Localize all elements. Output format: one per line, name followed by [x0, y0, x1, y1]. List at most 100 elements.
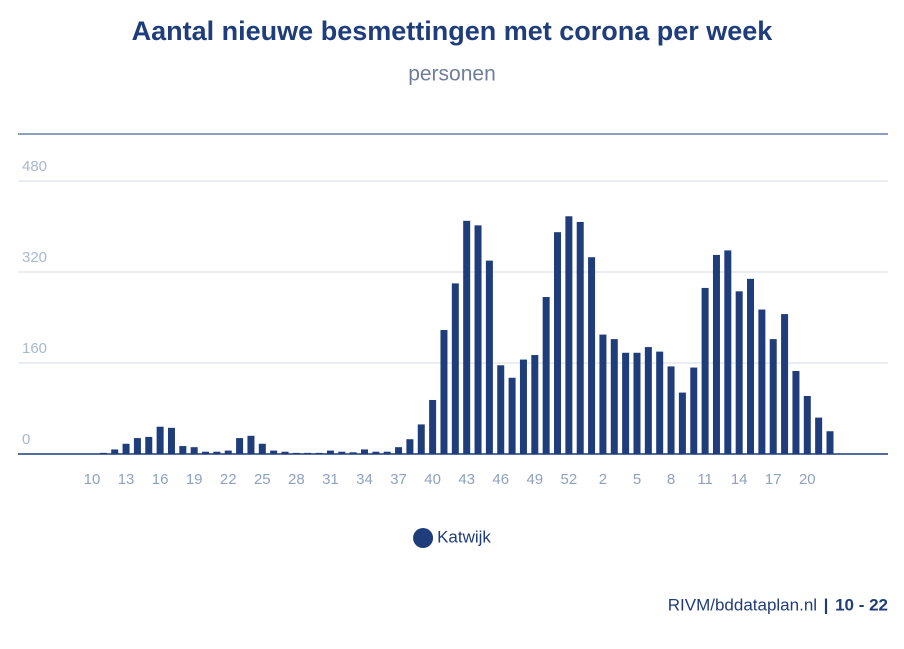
bar: [338, 451, 346, 454]
x-tick-label: 37: [390, 471, 407, 488]
y-tick-label: 0: [22, 431, 30, 448]
x-tick-label: 10: [84, 471, 101, 488]
bar: [644, 347, 652, 454]
bar: [224, 450, 232, 454]
legend-label: Katwijk: [437, 527, 491, 546]
bar: [747, 278, 755, 454]
bar: [622, 352, 630, 454]
bar: [258, 443, 266, 454]
bar: [315, 452, 323, 454]
bar: [292, 452, 300, 454]
x-tick-label: 43: [458, 471, 475, 488]
bar: [724, 250, 732, 454]
bar: [383, 451, 391, 454]
period: 10 - 22: [835, 595, 888, 614]
bar: [815, 417, 823, 454]
chart-subtitle: personen: [408, 63, 496, 86]
bar: [202, 451, 210, 454]
x-tick-label: 19: [186, 471, 203, 488]
bar: [360, 449, 368, 454]
bar: [826, 431, 834, 454]
x-tick-label: 25: [254, 471, 271, 488]
bar: [145, 436, 153, 454]
bar: [213, 451, 221, 454]
x-tick-label: 31: [322, 471, 339, 488]
x-tick-label: 14: [731, 471, 748, 488]
bar: [531, 355, 539, 454]
bar: [179, 446, 187, 454]
bar: [781, 314, 789, 454]
bar: [167, 427, 175, 454]
bar: [633, 352, 641, 454]
x-tick-label: 13: [118, 471, 135, 488]
footer: RIVM/bddataplan.nl | 10 - 22: [668, 595, 888, 614]
bar: [247, 435, 255, 454]
bar: [542, 297, 550, 454]
bar: [690, 367, 698, 454]
bar: [281, 451, 289, 454]
bar: [735, 291, 743, 454]
bar: [792, 370, 800, 454]
bar: [474, 225, 482, 454]
y-tick-label: 480: [22, 158, 47, 175]
x-tick-label: 49: [526, 471, 543, 488]
bar: [395, 447, 403, 454]
x-tick-label: 22: [220, 471, 237, 488]
bar: [610, 339, 618, 454]
x-tick-label: 20: [799, 471, 816, 488]
separator: |: [824, 595, 829, 614]
bar: [576, 221, 584, 454]
bar: [667, 366, 675, 454]
x-tick-label: 28: [288, 471, 305, 488]
bar: [451, 283, 459, 454]
bar: [372, 451, 380, 454]
x-tick-label: 5: [633, 471, 641, 488]
bar: [508, 377, 516, 454]
bar: [678, 392, 686, 454]
bar: [304, 452, 312, 454]
bar: [599, 334, 607, 454]
bar: [519, 359, 527, 454]
bar: [485, 260, 493, 454]
bar: [803, 395, 811, 454]
bar: [769, 339, 777, 454]
x-tick-label: 16: [152, 471, 169, 488]
x-tick-label: 2: [599, 471, 607, 488]
bar: [349, 452, 357, 454]
legend-marker: [413, 528, 434, 548]
chart-title: Aantal nieuwe besmettingen met corona pe…: [132, 16, 774, 46]
bar: [326, 450, 334, 454]
bar: [463, 220, 471, 454]
bar: [554, 232, 562, 454]
x-tick-label: 8: [667, 471, 675, 488]
bar: [497, 365, 505, 454]
bar: [190, 447, 198, 454]
x-tick-label: 11: [697, 471, 713, 488]
bar: [656, 351, 664, 454]
bar: [270, 450, 278, 454]
bar: [758, 309, 766, 454]
bar: [417, 424, 425, 454]
bar: [236, 438, 244, 454]
x-tick-label: 40: [424, 471, 441, 488]
bar: [133, 438, 141, 454]
bar: [406, 439, 414, 454]
bar: [99, 452, 107, 454]
y-tick-label: 160: [22, 340, 47, 357]
y-tick-label: 320: [22, 249, 47, 266]
bar: [565, 216, 573, 454]
x-tick-label: 17: [765, 471, 782, 488]
x-tick-label: 52: [561, 471, 578, 488]
bar: [588, 257, 596, 454]
bar: [701, 287, 709, 454]
bar: [156, 426, 164, 454]
bar: [712, 254, 720, 454]
x-tick-label: 34: [356, 471, 373, 488]
x-tick-label: 46: [492, 471, 509, 488]
bar: [429, 399, 437, 454]
bar: [122, 443, 130, 454]
bar: [111, 449, 119, 454]
source: RIVM/bddataplan.nl: [668, 595, 817, 614]
bar: [440, 330, 448, 454]
